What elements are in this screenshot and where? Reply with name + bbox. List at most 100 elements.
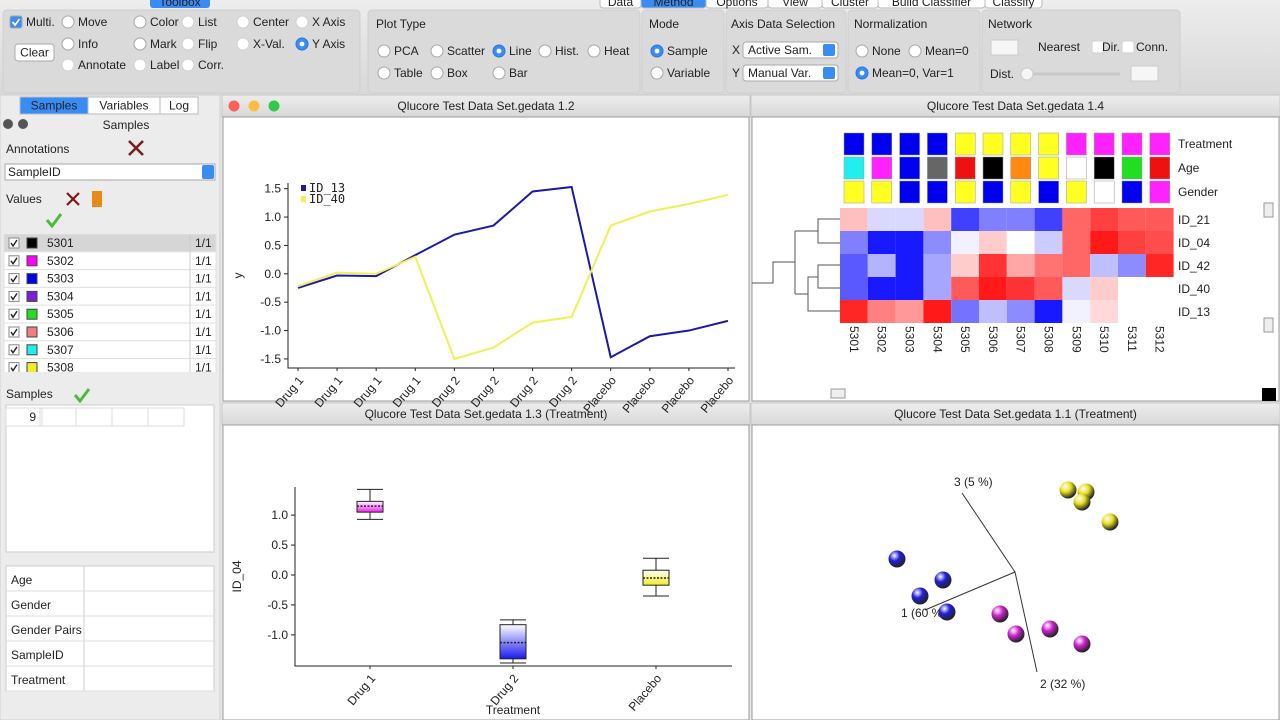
column-label: 5311: [1125, 326, 1139, 352]
option-label: Multi.: [26, 15, 55, 29]
radio[interactable]: [538, 44, 552, 58]
sidebar-tab[interactable]: [159, 96, 199, 115]
radio[interactable]: [855, 44, 869, 58]
annotation-cell: [1149, 180, 1171, 204]
legend-swatch: [301, 185, 306, 191]
line-series: [297, 185, 729, 359]
heat-cell: [979, 208, 1007, 231]
annotation-cell: [899, 156, 920, 180]
window-button[interactable]: [268, 100, 280, 112]
annotation-name: SampleID: [11, 648, 64, 662]
table-cell: [5, 407, 43, 427]
option-label: Scatter: [447, 44, 485, 58]
annotation-cell: [899, 132, 920, 156]
menu-tab[interactable]: [705, 0, 769, 9]
checkbox[interactable]: [9, 15, 23, 29]
heat-cell: [1062, 208, 1091, 231]
sidebar-tab-label[interactable]: Samples: [31, 99, 78, 113]
sidebar-tab-label[interactable]: Log: [169, 99, 189, 113]
row-checkbox[interactable]: [8, 273, 20, 285]
menu-tab-label[interactable]: Method: [653, 0, 693, 9]
radio: [236, 37, 250, 51]
annotation-cell: [1093, 180, 1115, 204]
row-checkbox[interactable]: [8, 344, 20, 356]
radio[interactable]: [377, 44, 391, 58]
menu-tab-label[interactable]: View: [782, 0, 808, 9]
row-checkbox[interactable]: [8, 290, 20, 302]
y-axis-label: ID_04: [230, 560, 244, 592]
window-button[interactable]: [248, 100, 260, 112]
row-label: ID_42: [1178, 259, 1210, 273]
point: [1073, 493, 1091, 511]
row-checkbox[interactable]: [8, 362, 20, 373]
row-label: ID_40: [1178, 282, 1210, 296]
row-checkbox[interactable]: [8, 308, 20, 320]
option-label: Color: [150, 15, 179, 29]
column-label: 5302: [875, 326, 889, 353]
option-label: List: [198, 15, 217, 29]
radio[interactable]: [430, 66, 444, 80]
heat-cell: [923, 277, 952, 300]
radio[interactable]: [61, 15, 75, 29]
check-mark: [10, 310, 18, 319]
section-label: Annotations: [6, 142, 69, 156]
row-checkbox[interactable]: [8, 255, 20, 267]
menu-tab-label[interactable]: Data: [608, 0, 634, 9]
radio-dot: [496, 48, 502, 54]
y-tick-label: 0.0: [271, 568, 288, 582]
menu-tab[interactable]: [877, 0, 986, 9]
menu-tab[interactable]: [767, 0, 823, 9]
window-button[interactable]: [228, 100, 240, 112]
annotation-cell: [1149, 156, 1171, 180]
sample-name: 5301: [47, 236, 74, 250]
sample-name: 5304: [47, 289, 74, 303]
annotation-cell: [927, 156, 948, 180]
point: [991, 605, 1009, 623]
select[interactable]: [742, 41, 839, 59]
select[interactable]: [742, 64, 839, 82]
menu-tab-label[interactable]: Cluster: [831, 0, 869, 9]
menu-tab[interactable]: [821, 0, 879, 9]
radio[interactable]: [133, 15, 147, 29]
menu-tab-label[interactable]: Options: [716, 0, 757, 9]
annotation-label: Treatment: [1178, 137, 1233, 151]
heat-cell: [1062, 300, 1091, 323]
annotation-cell: [982, 132, 1004, 156]
radio[interactable]: [587, 44, 601, 58]
radio[interactable]: [133, 37, 147, 51]
row-checkbox[interactable]: [8, 237, 20, 249]
menu-tab[interactable]: [984, 0, 1043, 9]
radio[interactable]: [650, 66, 664, 80]
select-value[interactable]: SampleID: [8, 165, 61, 179]
menu-tab-label[interactable]: Build Classifier: [892, 0, 971, 9]
axes: [287, 183, 735, 369]
radio[interactable]: [492, 66, 506, 80]
button[interactable]: [14, 43, 55, 62]
radio[interactable]: [908, 44, 922, 58]
radio[interactable]: [61, 37, 75, 51]
menu-tab[interactable]: [599, 0, 642, 9]
sample-count: 1/1: [195, 272, 212, 286]
menu-tab-label[interactable]: Classify: [992, 0, 1034, 9]
window-title: Qlucore Test Data Set.gedata 1.2: [397, 99, 575, 113]
window-content: [222, 116, 750, 402]
select[interactable]: [4, 163, 216, 181]
button-label[interactable]: Clear: [20, 46, 49, 60]
row-checkbox[interactable]: [8, 326, 20, 338]
sample-count: 1/1: [195, 236, 212, 250]
sidebar-tab-label[interactable]: Variables: [99, 99, 148, 113]
select-value[interactable]: Active Sam.: [748, 43, 812, 57]
radio[interactable]: [430, 44, 444, 58]
heat-cell: [923, 300, 952, 323]
row-label: ID_13: [1178, 305, 1210, 319]
select-value[interactable]: Manual Var.: [748, 66, 811, 80]
sample-name: 5305: [47, 307, 74, 321]
annotation-cell: [954, 132, 976, 156]
radio: [295, 15, 309, 29]
radio: [181, 37, 195, 51]
annotation-cell: [871, 180, 893, 204]
radio[interactable]: [377, 66, 391, 80]
color-icon: [92, 191, 102, 207]
menu-tab[interactable]: [640, 0, 707, 9]
annotation-cell: [982, 156, 1004, 180]
